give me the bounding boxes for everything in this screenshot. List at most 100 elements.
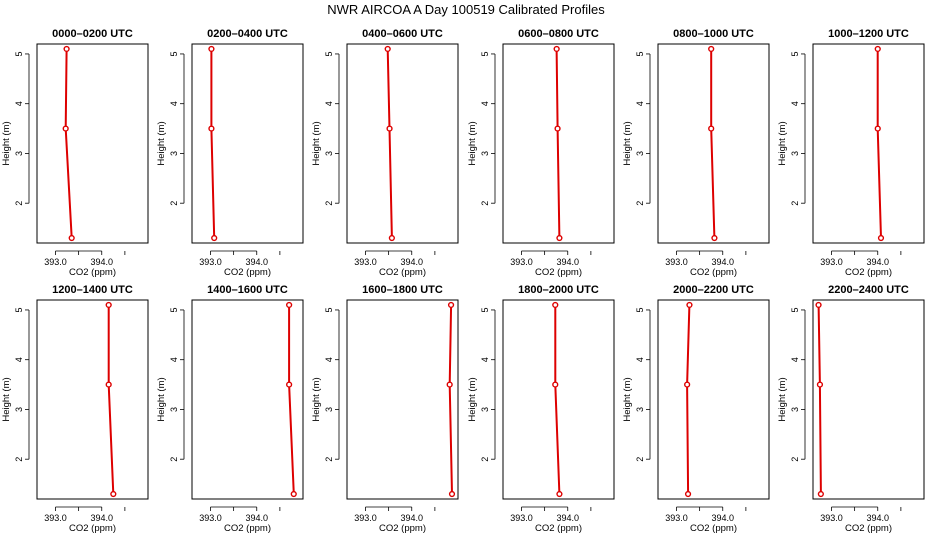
profile-point bbox=[447, 301, 455, 309]
y-tick-label: 3 bbox=[635, 407, 645, 412]
y-tick-label: 4 bbox=[324, 357, 334, 362]
profile-point bbox=[708, 45, 715, 53]
profile-point bbox=[62, 125, 69, 132]
profile-line bbox=[555, 48, 561, 239]
x-tick-label: 394.0 bbox=[556, 513, 579, 523]
profile-point bbox=[686, 301, 693, 309]
x-tick-label: 394.0 bbox=[400, 257, 423, 267]
x-tick-label: 393.0 bbox=[510, 513, 533, 523]
y-tick-label: 4 bbox=[635, 357, 645, 362]
y-tick-label: 3 bbox=[324, 407, 334, 412]
profile-point bbox=[68, 234, 75, 242]
y-tick-label: 3 bbox=[169, 407, 179, 412]
x-tick-label: 393.0 bbox=[44, 513, 67, 523]
profile-point bbox=[684, 381, 691, 388]
y-axis-label: Height (m) bbox=[777, 121, 788, 165]
panel-title: 2000–2200 UTC bbox=[673, 284, 754, 296]
panel-title: 0200–0400 UTC bbox=[207, 28, 288, 40]
x-axis-label: CO2 (ppm) bbox=[69, 523, 116, 534]
profile-line bbox=[107, 305, 115, 495]
profile-point bbox=[877, 234, 885, 242]
x-tick-label: 394.0 bbox=[400, 513, 423, 523]
profile-point bbox=[384, 45, 391, 53]
x-tick-label: 393.0 bbox=[665, 257, 688, 267]
y-tick-label: 5 bbox=[790, 307, 800, 312]
profile-point bbox=[708, 125, 715, 132]
profile-line bbox=[448, 304, 453, 495]
panel-title: 0400–0600 UTC bbox=[362, 28, 443, 40]
y-tick-label: 5 bbox=[169, 307, 179, 312]
x-axis-label: CO2 (ppm) bbox=[224, 523, 271, 534]
y-axis-label: Height (m) bbox=[1, 377, 12, 421]
y-tick-label: 4 bbox=[14, 101, 24, 106]
y-tick-label: 3 bbox=[14, 151, 24, 156]
panel-title: 2200–2400 UTC bbox=[828, 284, 909, 296]
y-tick-label: 3 bbox=[480, 407, 490, 412]
plot-frame bbox=[812, 43, 925, 244]
profile-line bbox=[210, 49, 216, 239]
panel-title: 0600–0800 UTC bbox=[518, 28, 599, 40]
x-axis-label: CO2 (ppm) bbox=[535, 267, 582, 278]
y-tick-label: 5 bbox=[480, 51, 490, 56]
y-axis-label: Height (m) bbox=[311, 121, 322, 165]
y-axis-label: Height (m) bbox=[1, 121, 12, 165]
x-axis-label: CO2 (ppm) bbox=[845, 267, 892, 278]
x-tick-label: 394.0 bbox=[866, 513, 889, 523]
y-tick-label: 4 bbox=[790, 357, 800, 362]
y-tick-label: 2 bbox=[635, 457, 645, 462]
profile-point bbox=[446, 381, 453, 388]
profile-point bbox=[817, 490, 824, 498]
y-tick-label: 3 bbox=[324, 151, 334, 156]
x-tick-label: 394.0 bbox=[245, 257, 268, 267]
y-tick-label: 3 bbox=[635, 151, 645, 156]
y-tick-label: 4 bbox=[635, 101, 645, 106]
x-axis-label: CO2 (ppm) bbox=[535, 523, 582, 534]
profile-point bbox=[556, 490, 563, 498]
profile-line bbox=[64, 48, 73, 239]
profile-point bbox=[684, 490, 692, 498]
panel-title: 0000–0200 UTC bbox=[52, 28, 133, 40]
y-tick-label: 4 bbox=[480, 357, 490, 362]
y-tick-label: 5 bbox=[324, 51, 334, 56]
y-tick-label: 2 bbox=[790, 201, 800, 206]
profile-line bbox=[288, 305, 295, 495]
profile-point bbox=[105, 381, 112, 388]
y-tick-label: 3 bbox=[790, 151, 800, 156]
profile-point bbox=[815, 301, 822, 309]
profile-point bbox=[211, 234, 218, 242]
plot-frame bbox=[812, 299, 925, 500]
plot-frame bbox=[502, 43, 615, 244]
x-axis-label: CO2 (ppm) bbox=[690, 267, 737, 278]
x-tick-label: 394.0 bbox=[90, 257, 113, 267]
y-tick-label: 2 bbox=[324, 201, 334, 206]
x-axis-label: CO2 (ppm) bbox=[690, 523, 737, 534]
y-tick-label: 2 bbox=[14, 457, 24, 462]
plot-frame bbox=[657, 299, 770, 500]
x-tick-label: 393.0 bbox=[820, 513, 843, 523]
profile-line bbox=[386, 48, 393, 239]
y-tick-label: 2 bbox=[169, 457, 179, 462]
panel-title: 1400–1600 UTC bbox=[207, 284, 288, 296]
y-axis-label: Height (m) bbox=[156, 377, 167, 421]
x-tick-label: 393.0 bbox=[354, 513, 377, 523]
profile-point bbox=[63, 45, 70, 53]
panel-title: 1600–1800 UTC bbox=[362, 284, 443, 296]
x-tick-label: 393.0 bbox=[199, 513, 222, 523]
profile-point bbox=[286, 301, 293, 309]
y-tick-label: 5 bbox=[324, 307, 334, 312]
y-tick-label: 4 bbox=[480, 101, 490, 106]
y-tick-label: 2 bbox=[480, 457, 490, 462]
profile-point bbox=[874, 45, 881, 53]
profile-point bbox=[448, 490, 456, 498]
y-tick-label: 3 bbox=[169, 151, 179, 156]
y-tick-label: 4 bbox=[169, 357, 179, 362]
profile-point bbox=[208, 125, 215, 132]
x-axis-label: CO2 (ppm) bbox=[379, 267, 426, 278]
y-tick-label: 2 bbox=[635, 201, 645, 206]
plot-frame bbox=[191, 299, 304, 500]
